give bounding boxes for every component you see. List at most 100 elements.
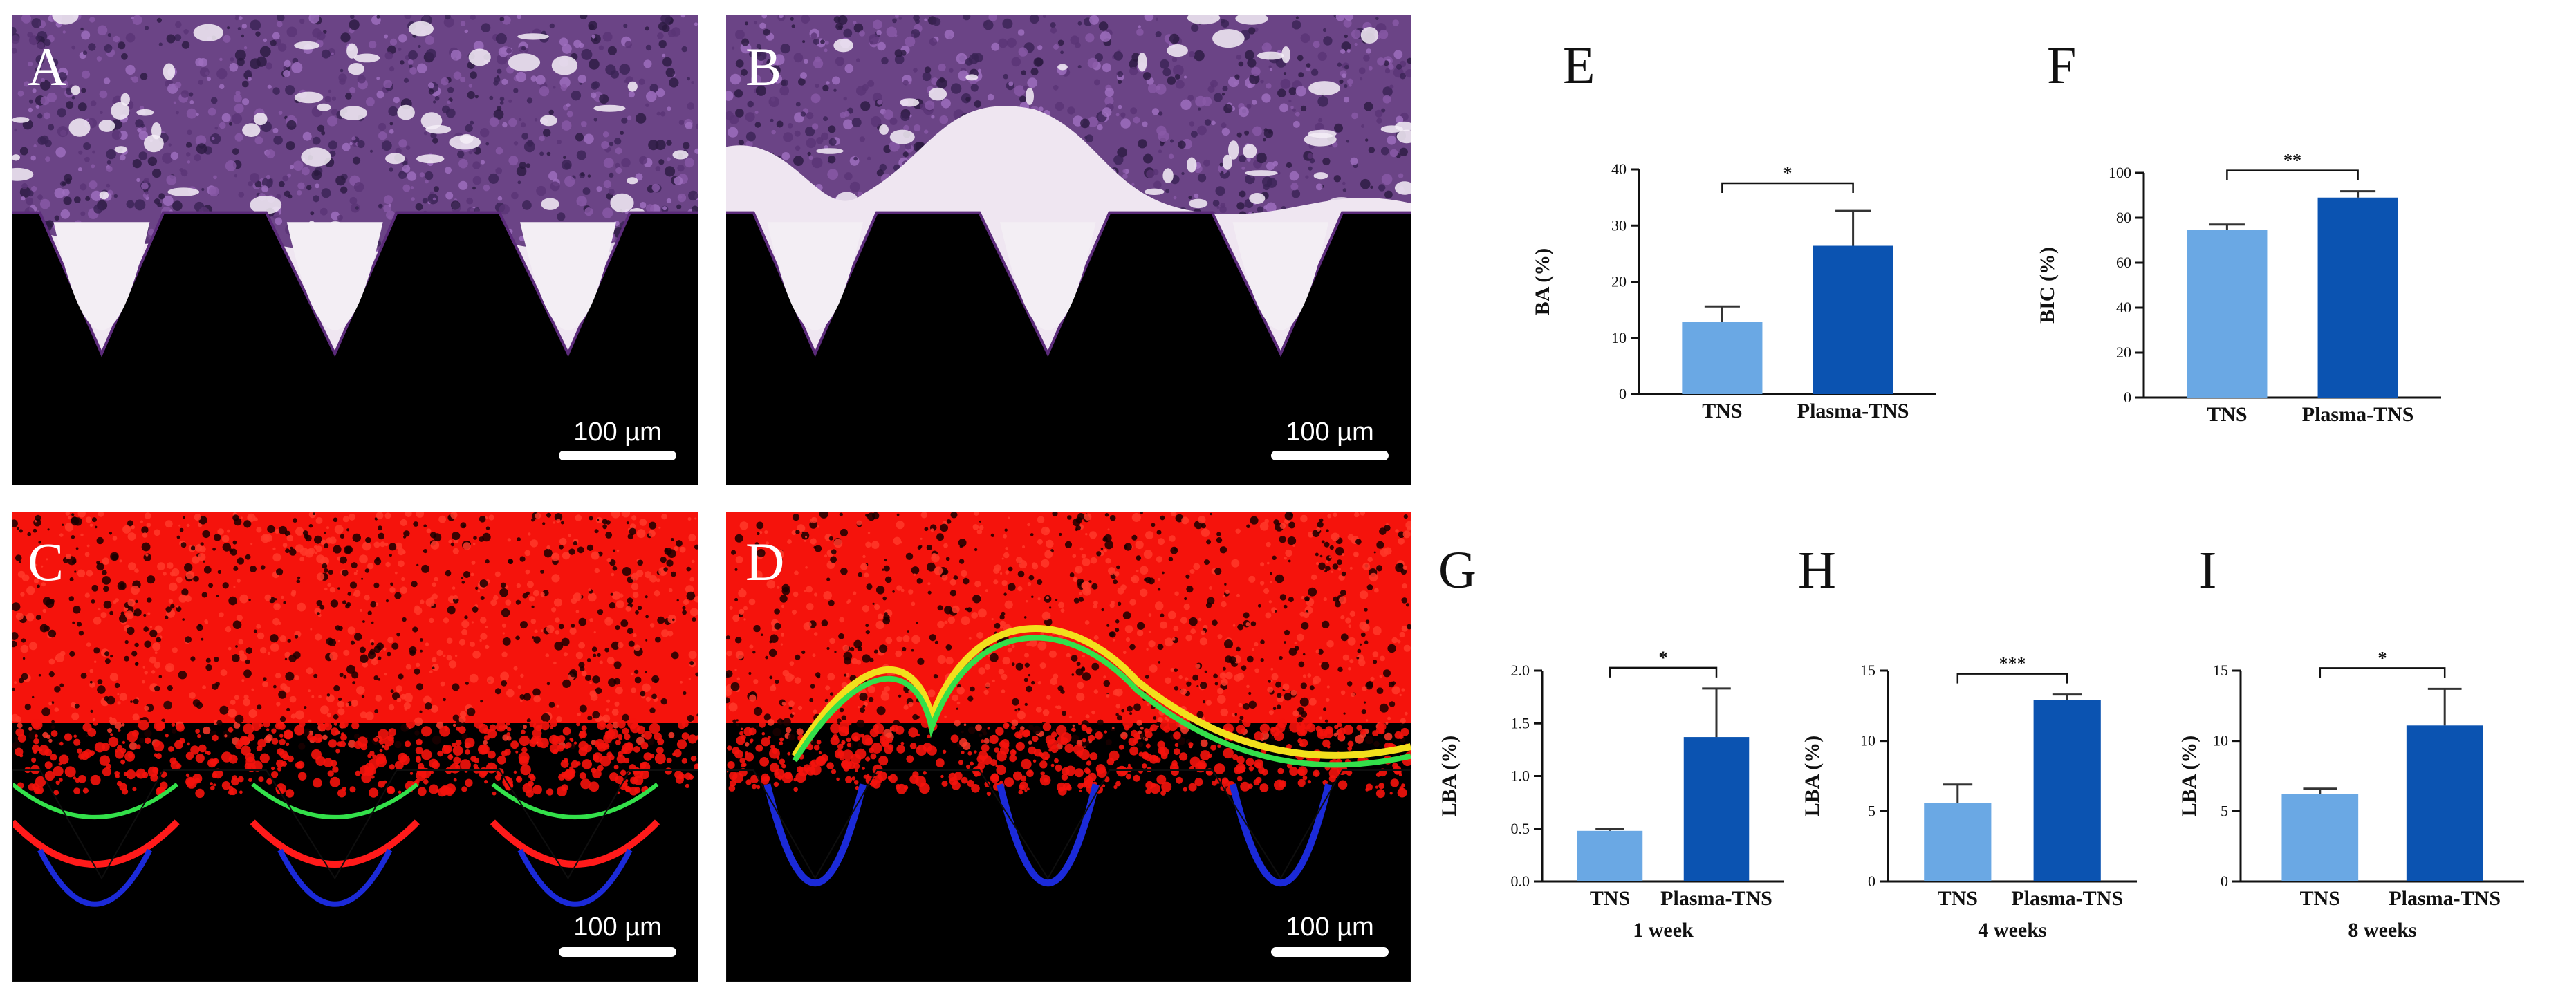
y-tick-label: 10: [2213, 732, 2228, 749]
y-tick-label: 1.5: [1511, 714, 1530, 731]
blue-label-line: [997, 783, 1100, 886]
red-label-line: [490, 819, 660, 868]
y-tick-label: 5: [1868, 802, 1875, 819]
significance-bracket: [1609, 666, 1718, 678]
bar-tns: [2281, 794, 2359, 881]
scale-bar-d: [1271, 947, 1389, 957]
bar-tns: [1924, 803, 1992, 881]
x-tick-label: TNS: [1702, 400, 1742, 422]
significance-marker: *: [1659, 648, 1668, 668]
bar-tns: [2187, 230, 2268, 398]
blue-label-line: [763, 783, 867, 886]
green-label-line: [491, 783, 659, 819]
x-tick-label: TNS: [1938, 887, 1978, 910]
bar-plasma-tns: [2317, 197, 2398, 398]
panel-letter-c: C: [28, 532, 64, 592]
panel-letter-g: G: [1438, 541, 1476, 599]
y-tick-label: 0: [1619, 385, 1627, 402]
significance-bracket: [1956, 673, 2068, 684]
bar-plasma-tns: [1683, 737, 1750, 881]
micrograph-d: [726, 512, 1411, 982]
y-tick-label: 10: [1860, 732, 1875, 749]
stain-texture: [726, 512, 1411, 799]
bar-chart-bic: F 0 20 40 60 80 100 BIC (%) TNS Plasma-TNS **: [2019, 28, 2503, 470]
green-label-line: [12, 783, 178, 819]
thread-bone-fill: [1232, 222, 1329, 330]
significance-marker: **: [2283, 151, 2301, 171]
red-label-line: [12, 819, 180, 868]
scale-label-b: 100 µm: [1286, 418, 1374, 447]
y-tick-label: 100: [2109, 164, 2131, 181]
x-tick-label: Plasma-TNS: [2389, 887, 2501, 910]
panel-letter-a: A: [28, 37, 67, 97]
y-tick-label: 80: [2116, 209, 2131, 226]
y-tick-label: 1.0: [1511, 767, 1530, 785]
scale-bar-b: [1271, 451, 1389, 460]
micrograph-b: [726, 15, 1411, 485]
yellow-label-line: [791, 624, 1411, 759]
x-tick-label: TNS: [2300, 887, 2340, 910]
micrograph-c: [12, 512, 698, 982]
red-label-line: [250, 819, 420, 868]
y-tick-label: 0: [2221, 872, 2228, 890]
panel-letter-i: I: [2199, 541, 2216, 599]
y-tick-label: 20: [1611, 273, 1627, 290]
panel-letter-b: B: [745, 37, 782, 97]
x-axis-label: 8 weeks: [2348, 919, 2416, 942]
significance-bracket: [2319, 667, 2446, 678]
x-tick-label: Plasma-TNS: [1797, 400, 1909, 422]
thread-bone-fill: [53, 222, 150, 330]
bar-chart-lba-8-weeks: I 0 5 10 15 LBA (%) TNS Plasma-TNS * 8 weeks: [2178, 525, 2566, 982]
scale-label-a: 100 µm: [573, 418, 662, 447]
bar-plasma-tns: [1813, 245, 1893, 394]
y-axis-label: BIC (%): [2036, 247, 2059, 324]
y-axis-label: LBA (%): [2178, 736, 2200, 817]
panel-letter-h: H: [1798, 541, 1836, 599]
y-axis-label: BA (%): [1531, 248, 1554, 316]
blue-label-line: [37, 848, 152, 907]
stain-texture: [12, 512, 698, 799]
scale-bar-a: [559, 451, 676, 460]
thread-bone-fill: [1000, 222, 1096, 330]
micrograph-a: [12, 15, 698, 485]
x-axis-label: 1 week: [1633, 919, 1694, 942]
implant-body: [726, 372, 1411, 485]
green-label-line: [251, 783, 419, 819]
y-tick-label: 20: [2116, 344, 2131, 361]
bar-chart-ba: E 0 10 20 30 40 BA (%) TNS Plasma-TNS *: [1508, 28, 1992, 470]
x-tick-label: Plasma-TNS: [2302, 403, 2414, 426]
implant-body: [12, 372, 698, 485]
significance-marker: ***: [1999, 654, 2026, 674]
y-tick-label: 40: [1611, 160, 1627, 178]
y-tick-label: 15: [2213, 662, 2228, 679]
y-tick-label: 0.0: [1511, 872, 1530, 890]
scale-label-d: 100 µm: [1286, 913, 1374, 942]
panel-letter-d: D: [745, 532, 785, 592]
panel-letter-e: E: [1563, 37, 1595, 95]
y-axis-label: LBA (%): [1438, 736, 1461, 817]
x-tick-label: Plasma-TNS: [1660, 887, 1772, 910]
thread-bone-fill: [767, 222, 863, 330]
bar-tns: [1682, 322, 1763, 394]
y-tick-label: 2.0: [1511, 662, 1530, 679]
y-tick-label: 60: [2116, 254, 2131, 271]
y-tick-label: 0: [1868, 872, 1875, 890]
y-tick-label: 15: [1860, 662, 1875, 679]
implant-outline: [726, 769, 1411, 982]
blue-label-line: [277, 848, 393, 907]
implant-outline: [12, 769, 698, 982]
significance-bracket: [1721, 182, 1854, 193]
significance-marker: *: [2378, 648, 2387, 668]
x-tick-label: TNS: [1590, 887, 1630, 910]
bar-chart-lba-4-weeks: H 0 5 10 15 LBA (%) TNS Plasma-TNS *** 4 weeks: [1791, 525, 2178, 982]
x-tick-label: TNS: [2207, 403, 2247, 426]
thread-bone-fill: [286, 222, 383, 330]
y-tick-label: 0: [2124, 389, 2131, 406]
y-axis-label: LBA (%): [1801, 736, 1824, 817]
y-tick-label: 5: [2221, 802, 2228, 819]
scale-bar-c: [559, 947, 676, 957]
bar-plasma-tns: [2406, 725, 2483, 881]
scale-label-c: 100 µm: [573, 913, 662, 942]
green-label-line: [792, 635, 1411, 768]
significance-marker: *: [1783, 163, 1792, 183]
